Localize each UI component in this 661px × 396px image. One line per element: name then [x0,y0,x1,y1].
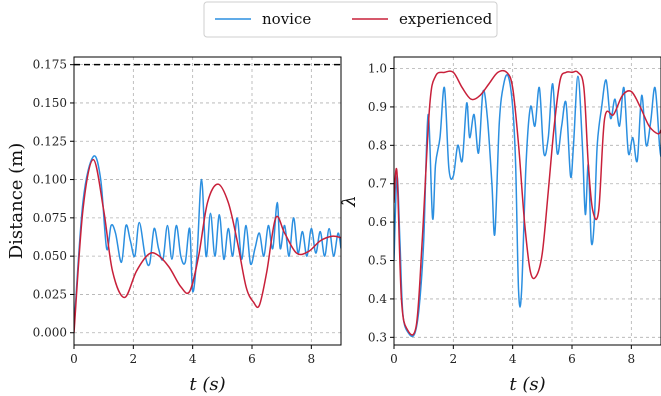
x-tick-label: 8 [308,352,316,366]
legend-label-novice: novice [262,10,311,28]
series-line-novice [74,155,341,329]
y-tick-label: 0.050 [33,249,67,263]
x-tick-label: 8 [628,352,636,366]
y-tick-label: 0.5 [368,254,387,268]
y-tick-label: 0.4 [368,292,387,306]
y-tick-label: 0.150 [33,96,67,110]
legend-box [203,1,498,38]
lambda-ylabel: λ [339,195,360,207]
distance-xlabel: t (s) [189,374,225,395]
legend-label-experienced: experienced [399,10,493,28]
x-tick-label: 6 [248,352,256,366]
x-tick-label: 0 [70,352,78,366]
plot-lambda: 0 2 4 6 8 0.3 0.4 0.5 0.6 0.7 0.8 0.9 1.0 λ t (s) [339,56,661,395]
y-tick-label: 0.125 [33,134,67,148]
distance-series [74,155,341,333]
lambda-xticks: 0 2 4 6 8 [390,345,635,366]
series-line-experienced [74,158,341,333]
x-tick-label: 4 [509,352,517,366]
y-tick-label: 0.025 [33,287,67,301]
distance-ylabel: Distance (m) [6,143,27,260]
y-tick-label: 0.100 [33,173,67,187]
y-tick-label: 0.3 [368,330,387,344]
series-line-novice [394,73,661,338]
x-tick-label: 6 [568,352,576,366]
plot-distance: 0 2 4 6 8 0.000 0.025 0.050 0.075 0.100 0.125 0.15… [6,56,342,395]
legend: novice experienced [203,1,498,38]
lambda-plot-frame [393,56,661,346]
y-tick-label: 0.175 [33,58,67,72]
x-tick-label: 4 [189,352,197,366]
distance-yticks: 0.000 0.025 0.050 0.075 0.100 0.125 0.150 0.175 [33,58,74,340]
distance-plot-frame [73,56,342,346]
x-tick-label: 0 [390,352,398,366]
y-tick-label: 0.7 [368,177,387,191]
series-line-experienced [394,69,661,336]
y-tick-label: 0.8 [368,138,387,152]
y-tick-label: 1.0 [368,62,387,76]
x-tick-label: 2 [450,352,458,366]
y-tick-label: 0.075 [33,211,67,225]
distance-xticks: 0 2 4 6 8 [70,345,315,366]
lambda-yticks: 0.3 0.4 0.5 0.6 0.7 0.8 0.9 1.0 [368,62,394,344]
y-tick-label: 0.6 [368,215,387,229]
y-tick-label: 0.000 [33,326,67,340]
lambda-xlabel: t (s) [509,374,545,395]
lambda-series [394,69,661,338]
x-tick-label: 2 [130,352,138,366]
y-tick-label: 0.9 [368,100,387,114]
